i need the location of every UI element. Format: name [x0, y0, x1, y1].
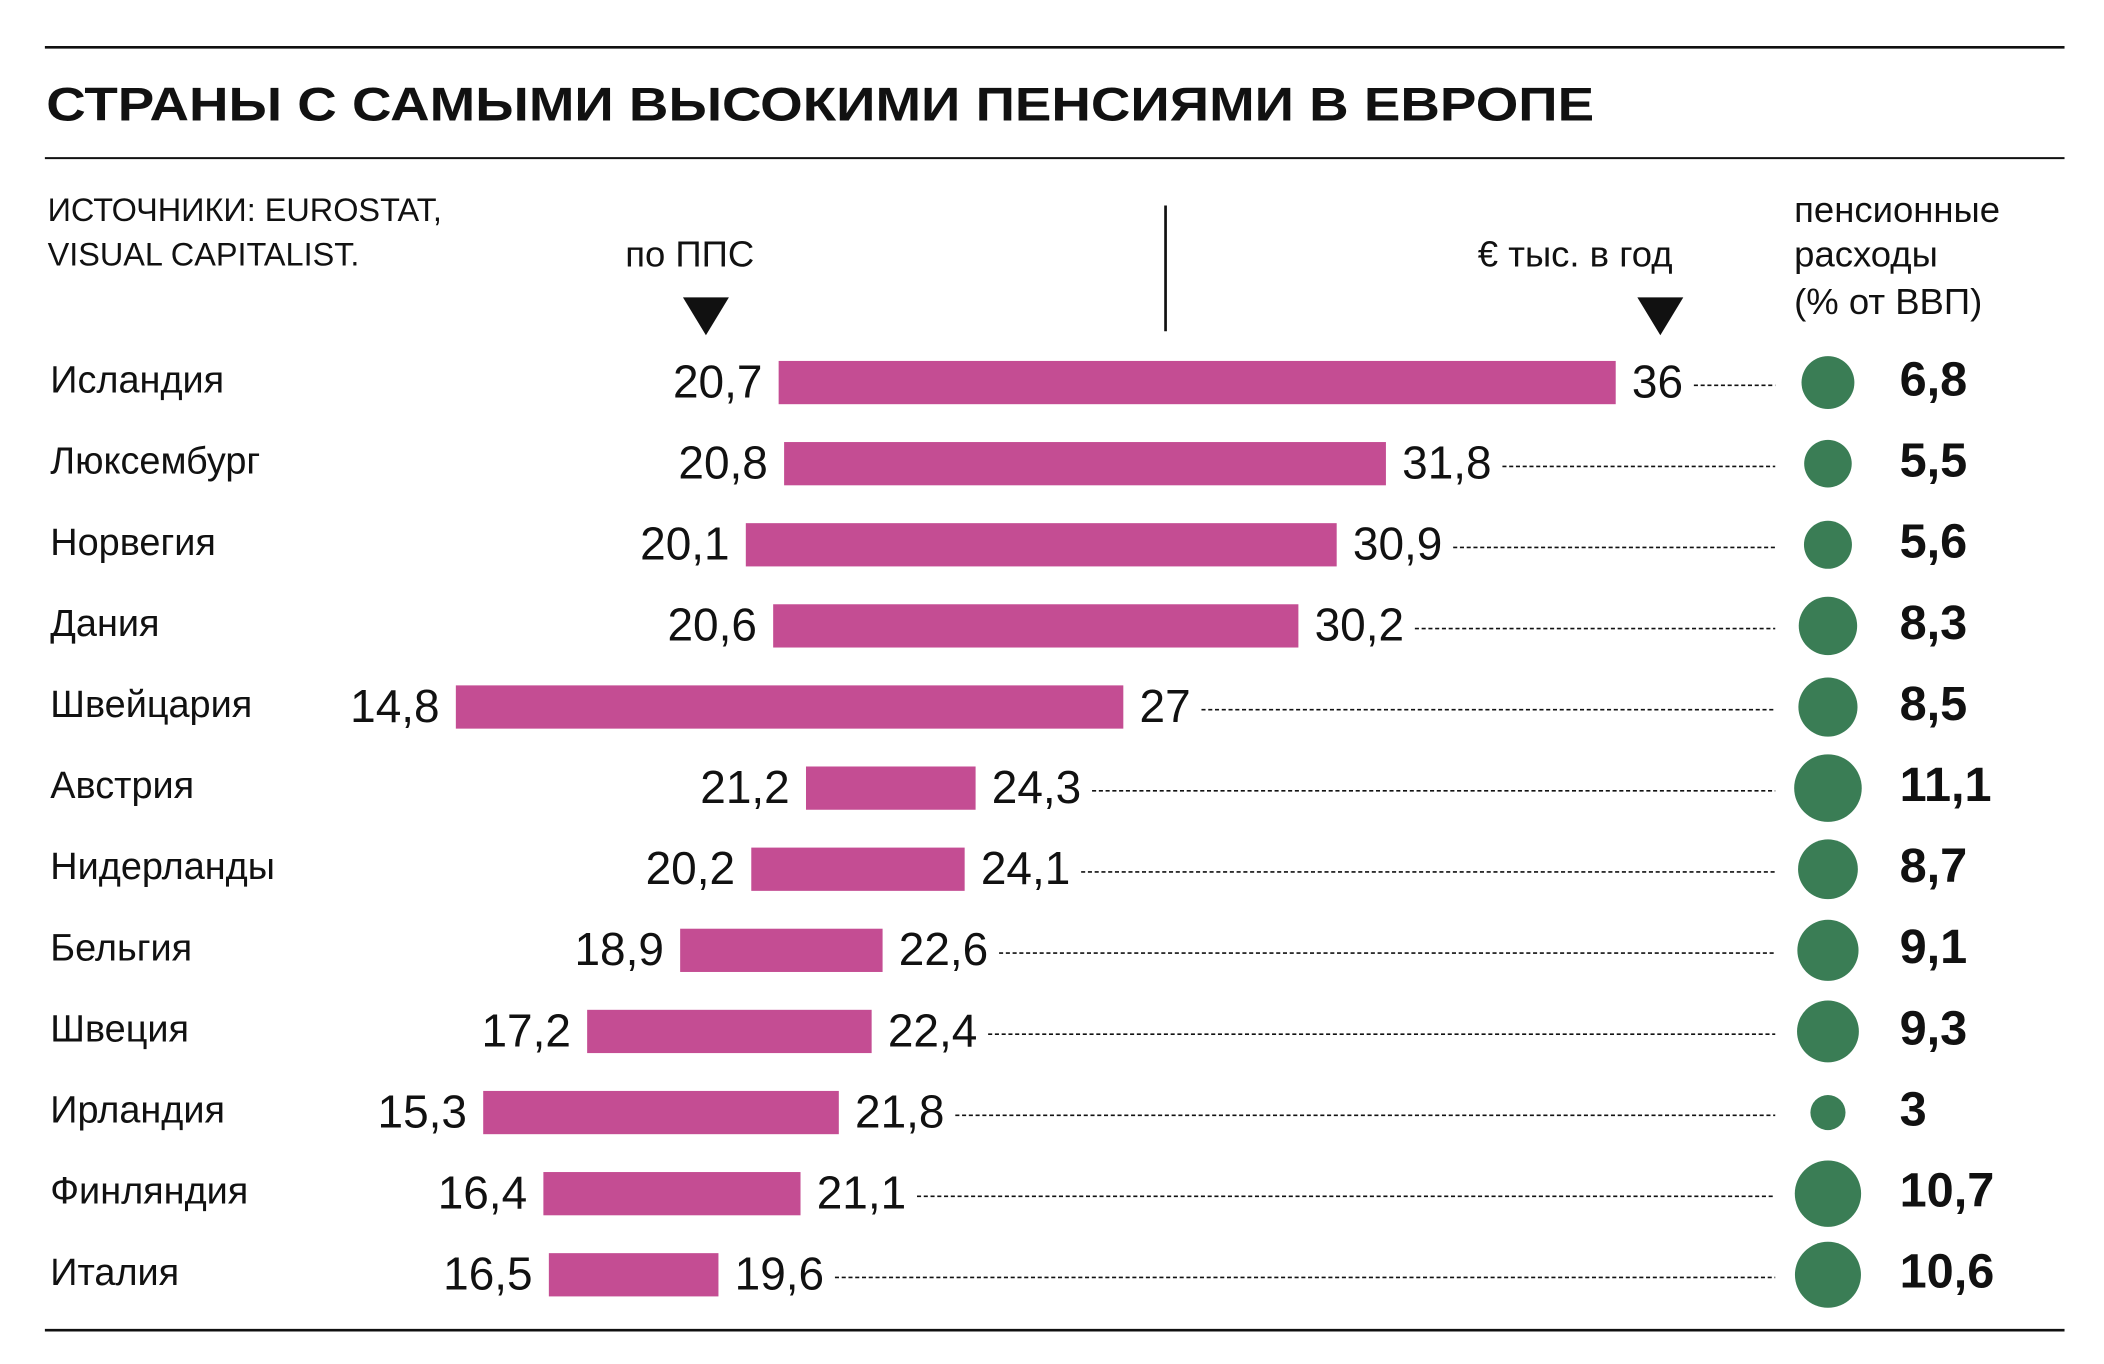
category-label: Финляндия — [50, 1171, 248, 1213]
category-label: Австрия — [50, 765, 194, 807]
bar — [680, 928, 883, 972]
bar — [455, 685, 1124, 729]
bubble-label: 8,7 — [1900, 839, 1968, 893]
bubble — [1801, 356, 1855, 410]
bar — [543, 1172, 801, 1216]
start-label: 14,8 — [350, 680, 439, 732]
bubble — [1804, 439, 1852, 488]
end-label: 30,9 — [1353, 518, 1442, 570]
bubble-label: 6,8 — [1900, 352, 1968, 406]
bubble — [1798, 677, 1858, 737]
category-label: Ирландия — [50, 1090, 225, 1132]
start-label: 17,2 — [481, 1004, 570, 1056]
bubble-label: 11,1 — [1900, 758, 1992, 812]
end-label: 27 — [1140, 680, 1191, 732]
bubble-label: 8,5 — [1900, 677, 1968, 731]
category-label: Швейцария — [50, 684, 252, 726]
end-label: 31,8 — [1402, 437, 1491, 489]
bar — [805, 766, 976, 810]
category-label: Исландия — [50, 360, 224, 402]
end-label: 24,3 — [992, 761, 1081, 813]
chart-title: СТРАНЫ С САМЫМИ ВЫСОКИМИ ПЕНСИЯМИ В ЕВРО… — [46, 79, 1594, 132]
source: VISUAL CAPITALIST. — [48, 236, 360, 272]
category-label: Люксембург — [50, 441, 260, 483]
start-label: 20,1 — [640, 518, 729, 570]
bubble-title: расходы — [1794, 233, 1938, 274]
arrow — [682, 297, 729, 336]
source: ИСТОЧНИКИ: EUROSTAT, — [48, 192, 442, 228]
category-label: Нидерланды — [50, 846, 275, 888]
bubble — [1803, 520, 1852, 569]
bubble-label: 3 — [1900, 1082, 1927, 1136]
bubble — [1797, 919, 1859, 981]
category-label: Бельгия — [50, 927, 192, 969]
start-label: 20,7 — [673, 355, 762, 407]
bar — [784, 442, 1386, 486]
bubble-label: 10,7 — [1900, 1164, 1995, 1218]
bubble — [1794, 754, 1862, 822]
start-label: 20,2 — [646, 842, 735, 894]
bubble-label: 5,5 — [1900, 434, 1968, 488]
bubble — [1794, 1160, 1862, 1227]
series-label: по ППС — [625, 233, 754, 274]
start-label: 20,6 — [667, 599, 756, 651]
end-label: 21,8 — [855, 1085, 944, 1137]
start-label: 16,4 — [438, 1167, 527, 1219]
bar — [751, 847, 965, 891]
start-label: 20,8 — [678, 437, 767, 489]
category-label: Норвегия — [50, 522, 216, 564]
bar — [483, 1090, 839, 1135]
end-label: 19,6 — [735, 1248, 824, 1300]
category-label: Дания — [50, 603, 159, 645]
end-label: 30,2 — [1315, 599, 1404, 651]
arrow — [1637, 297, 1684, 336]
bar — [773, 604, 1299, 648]
category-label: Швеция — [50, 1008, 189, 1050]
start-label: 18,9 — [574, 923, 663, 975]
end-label: 22,6 — [899, 923, 988, 975]
category-label: Италия — [50, 1252, 179, 1294]
bubble-label: 8,3 — [1900, 596, 1968, 650]
bubble — [1810, 1094, 1846, 1131]
bubble-title: пенсионные — [1794, 189, 2000, 230]
end-label: 36 — [1632, 355, 1683, 407]
bubble-title: (% от ВВП) — [1794, 281, 1982, 322]
bar — [548, 1253, 719, 1297]
bubble — [1798, 839, 1858, 900]
end-label: 21,1 — [817, 1167, 906, 1219]
bar — [778, 360, 1616, 405]
bubble — [1797, 1000, 1859, 1063]
start-label: 16,5 — [443, 1248, 532, 1300]
start-label: 15,3 — [378, 1085, 467, 1137]
bubble-label: 10,6 — [1900, 1245, 1995, 1299]
bubble-label: 9,3 — [1900, 1001, 1968, 1055]
end-label: 24,1 — [981, 842, 1070, 894]
bubble — [1798, 596, 1858, 656]
start-label: 21,2 — [700, 761, 789, 813]
bar — [587, 1009, 872, 1054]
bar — [745, 523, 1337, 567]
bubble-label: 9,1 — [1900, 920, 1968, 974]
series-label: € тыс. в год — [1478, 233, 1673, 274]
end-label: 22,4 — [888, 1004, 977, 1056]
bubble-label: 5,6 — [1900, 515, 1968, 569]
bubble — [1794, 1241, 1861, 1308]
